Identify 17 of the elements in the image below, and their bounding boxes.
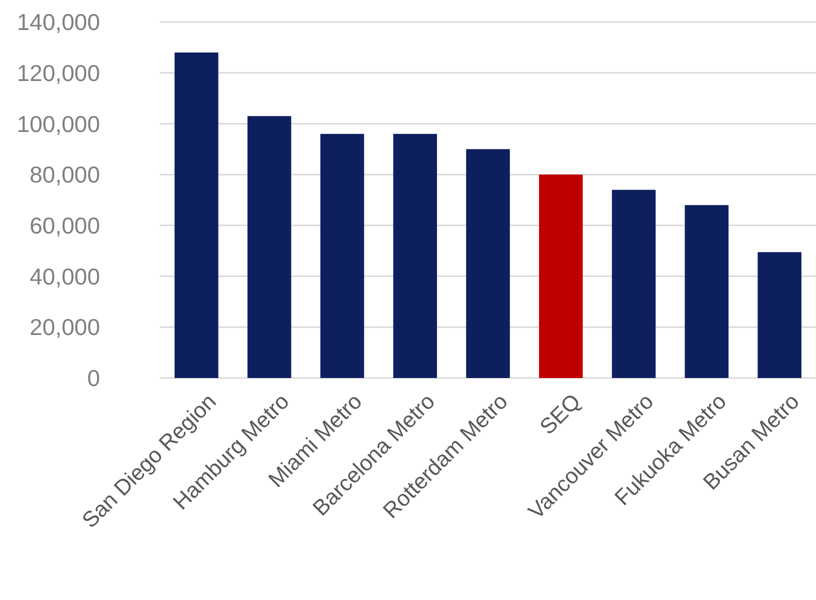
bar (466, 149, 510, 378)
bar (684, 205, 729, 378)
bar (612, 190, 656, 378)
y-tick-label: 0 (87, 365, 100, 392)
bar (539, 174, 583, 378)
y-tick-label: 80,000 (30, 162, 100, 188)
bar (320, 134, 364, 378)
y-tick-label: 140,000 (16, 9, 100, 36)
y-tick-label: 60,000 (30, 212, 100, 238)
y-tick-label: 100,000 (16, 110, 100, 137)
y-tick-label: 40,000 (30, 263, 100, 290)
bar (393, 134, 437, 378)
bar (174, 52, 218, 378)
bar (247, 116, 292, 378)
bar (758, 252, 802, 378)
y-tick-label: 120,000 (16, 60, 100, 86)
y-tick-label: 20,000 (30, 314, 100, 340)
